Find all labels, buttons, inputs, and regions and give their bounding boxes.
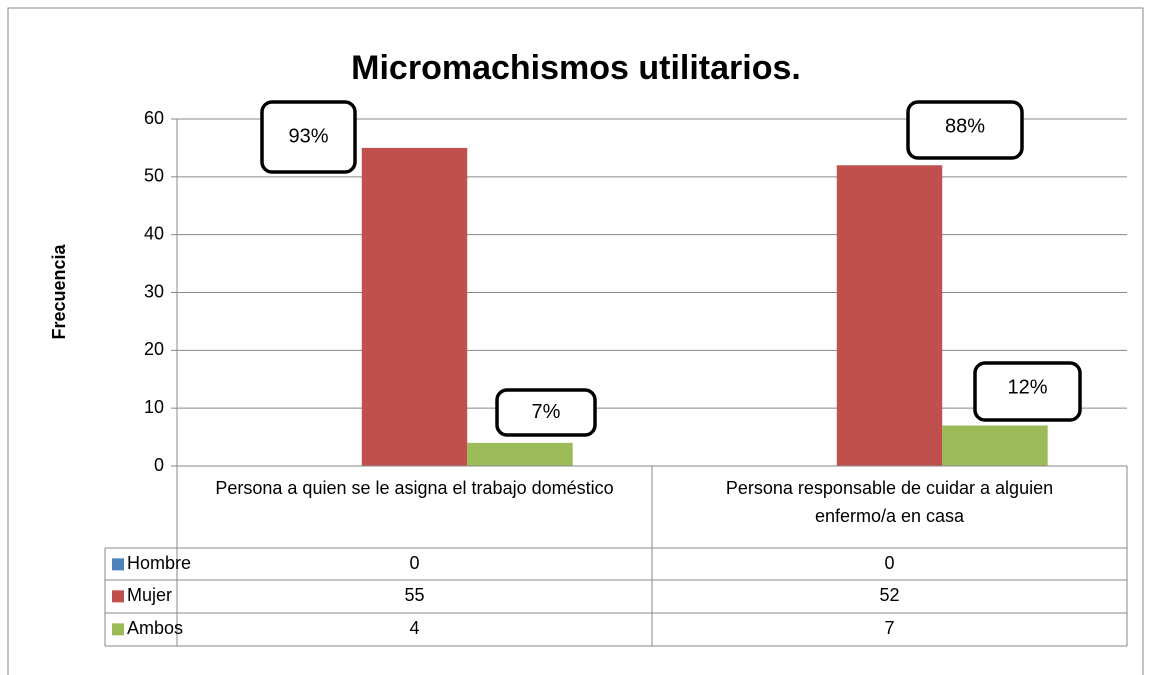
legend-label: Ambos [127, 618, 183, 638]
table-value: 52 [879, 585, 899, 605]
callout-box [495, 388, 597, 437]
annotation: 7% [532, 401, 561, 423]
bar [836, 165, 943, 466]
annotation: 88% [945, 115, 985, 137]
x-tick-label-box: Persona a quien se le asigna el trabajo … [215, 478, 614, 498]
legend-swatch [112, 558, 124, 571]
bar [467, 442, 573, 466]
y-tick-label: 60 [144, 108, 164, 128]
y-axis-label: Frecuencia [49, 243, 69, 339]
x-tick-label-box: Persona responsable de cuidar a alguien … [725, 478, 1054, 526]
table-value: 0 [884, 553, 894, 573]
callout-box [973, 361, 1082, 422]
table-value: 55 [404, 585, 424, 605]
table-value: 7 [884, 618, 894, 638]
y-tick-label: 0 [154, 455, 164, 475]
x-tick-label: Persona responsable de cuidar a alguien … [725, 478, 1054, 526]
annotation: 12% [1007, 376, 1047, 398]
legend-label: Hombre [127, 553, 191, 573]
callout-box [260, 100, 357, 174]
table-value: 4 [409, 618, 419, 638]
y-tick-label: 20 [144, 339, 164, 359]
bar [361, 147, 468, 466]
callout-box [906, 100, 1024, 160]
legend-label: Mujer [127, 585, 172, 605]
chart-frame [7, 7, 1144, 675]
legend-swatch [112, 623, 124, 636]
legend-swatch [112, 590, 124, 603]
annotation: 93% [288, 125, 328, 147]
y-tick-label: 30 [144, 281, 164, 301]
chart-title: Micromachismos utilitarios. [351, 49, 801, 87]
bar [942, 425, 1048, 466]
table-value: 0 [409, 553, 419, 573]
x-tick-label: Persona a quien se le asigna el trabajo … [215, 478, 614, 498]
y-tick-label: 50 [144, 166, 164, 186]
y-tick-label: 40 [144, 223, 164, 243]
y-tick-label: 10 [144, 397, 164, 417]
